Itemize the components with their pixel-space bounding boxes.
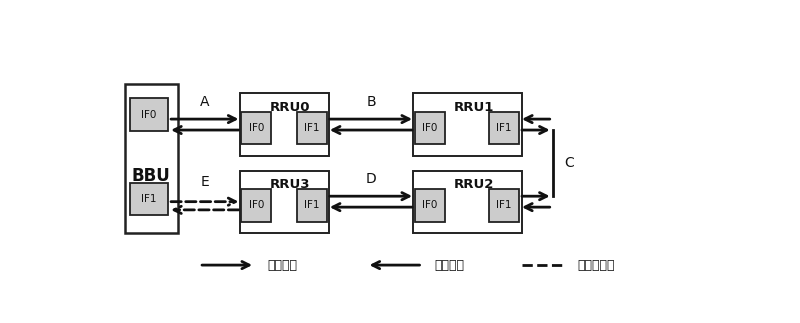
Text: IF0: IF0 xyxy=(422,123,438,133)
Text: RRU3: RRU3 xyxy=(270,178,310,191)
Text: IF1: IF1 xyxy=(304,200,320,210)
Text: RRU2: RRU2 xyxy=(454,178,494,191)
FancyBboxPatch shape xyxy=(415,189,445,222)
FancyBboxPatch shape xyxy=(125,84,178,233)
Text: E: E xyxy=(201,175,209,189)
Text: BBU: BBU xyxy=(132,167,170,185)
Text: C: C xyxy=(564,156,574,170)
Text: IF1: IF1 xyxy=(497,123,512,133)
Text: 下行通道: 下行通道 xyxy=(267,259,298,272)
FancyBboxPatch shape xyxy=(130,99,168,131)
Text: IF1: IF1 xyxy=(142,194,157,204)
FancyBboxPatch shape xyxy=(490,112,519,144)
Text: IF0: IF0 xyxy=(249,123,264,133)
Text: IF0: IF0 xyxy=(142,109,157,120)
Text: IF0: IF0 xyxy=(249,200,264,210)
Text: A: A xyxy=(200,95,210,109)
Text: IF0: IF0 xyxy=(422,200,438,210)
FancyBboxPatch shape xyxy=(415,112,445,144)
FancyBboxPatch shape xyxy=(239,93,330,156)
Text: B: B xyxy=(366,95,376,109)
Text: RRU0: RRU0 xyxy=(270,101,310,114)
Text: D: D xyxy=(366,172,376,186)
FancyBboxPatch shape xyxy=(239,171,330,233)
FancyBboxPatch shape xyxy=(297,112,327,144)
Text: IF1: IF1 xyxy=(304,123,320,133)
FancyBboxPatch shape xyxy=(413,93,522,156)
Text: 上行通道: 上行通道 xyxy=(435,259,465,272)
FancyBboxPatch shape xyxy=(297,189,327,222)
FancyBboxPatch shape xyxy=(242,112,271,144)
FancyBboxPatch shape xyxy=(130,183,168,215)
FancyBboxPatch shape xyxy=(490,189,519,222)
FancyBboxPatch shape xyxy=(242,189,271,222)
Text: 无数据通道: 无数据通道 xyxy=(578,259,615,272)
Text: IF1: IF1 xyxy=(497,200,512,210)
FancyBboxPatch shape xyxy=(413,171,522,233)
Text: RRU1: RRU1 xyxy=(454,101,494,114)
